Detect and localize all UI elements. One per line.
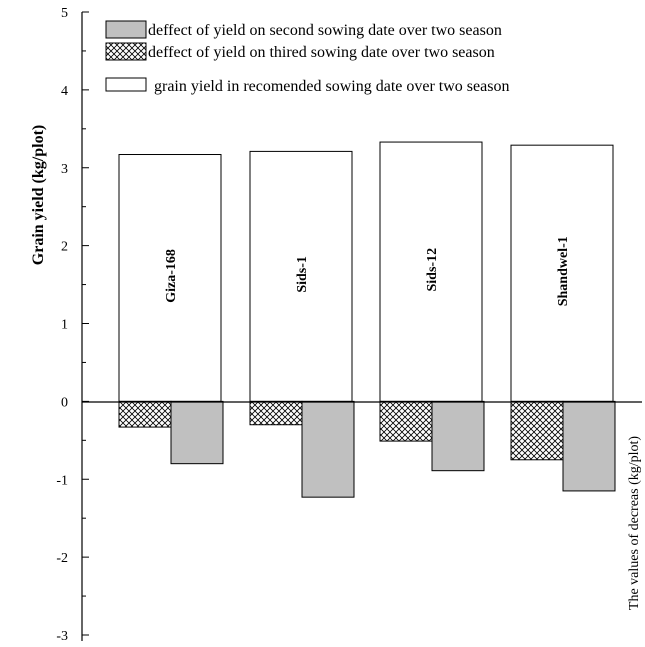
legend-label-second: deffect of yield on second sowing date o… — [148, 22, 502, 39]
bar-thired-sowing — [510, 400, 564, 461]
y-tick-label: -2 — [56, 551, 68, 566]
bars — [118, 141, 616, 498]
y-tick-label: 2 — [61, 240, 68, 255]
y2-axis-title: The values of decreas (kg/plot) — [627, 436, 642, 610]
y-tick-label: 3 — [61, 162, 68, 177]
legend-label-third: deffect of yield on thired sowing date o… — [148, 44, 495, 61]
y-tick-label: 1 — [61, 318, 68, 333]
category-labels: Giza-168 Sids-1 Sids-12 Shandwel-1 — [164, 236, 571, 306]
bar-recommended — [510, 144, 614, 402]
bar-recommended — [249, 150, 353, 402]
category-label: Sids-12 — [425, 248, 440, 292]
bar-recommended — [118, 154, 222, 402]
y-tick-label: 5 — [61, 6, 68, 21]
legend: deffect of yield on second sowing date o… — [105, 20, 509, 95]
legend-swatch-second — [105, 20, 147, 39]
category-label: Sids-1 — [295, 256, 310, 293]
legend-label-recommended: grain yield in recomended sowing date ov… — [154, 78, 509, 95]
y-tick-label: -3 — [56, 629, 68, 644]
bar-second-sowing — [431, 400, 485, 472]
legend-swatch-recommended — [105, 77, 147, 92]
bar-thired-sowing — [249, 400, 303, 426]
y-axis-title: Grain yield (kg/plot) — [30, 125, 47, 265]
category-label: Shandwel-1 — [556, 236, 571, 306]
bar-thired-sowing — [379, 400, 433, 442]
y-tick-label: 4 — [61, 84, 68, 99]
bar-second-sowing — [562, 400, 616, 492]
bar-recommended — [379, 141, 483, 402]
legend-swatch-third — [105, 42, 147, 61]
y-ticks: -3 -2 -1 0 1 2 3 4 5 — [56, 6, 89, 644]
y-tick-label: 0 — [61, 395, 68, 410]
bar-second-sowing — [170, 400, 224, 465]
bar-thired-sowing — [118, 400, 172, 428]
category-label: Giza-168 — [164, 249, 179, 303]
bar-second-sowing — [301, 400, 355, 498]
y-tick-label: -1 — [56, 473, 68, 488]
